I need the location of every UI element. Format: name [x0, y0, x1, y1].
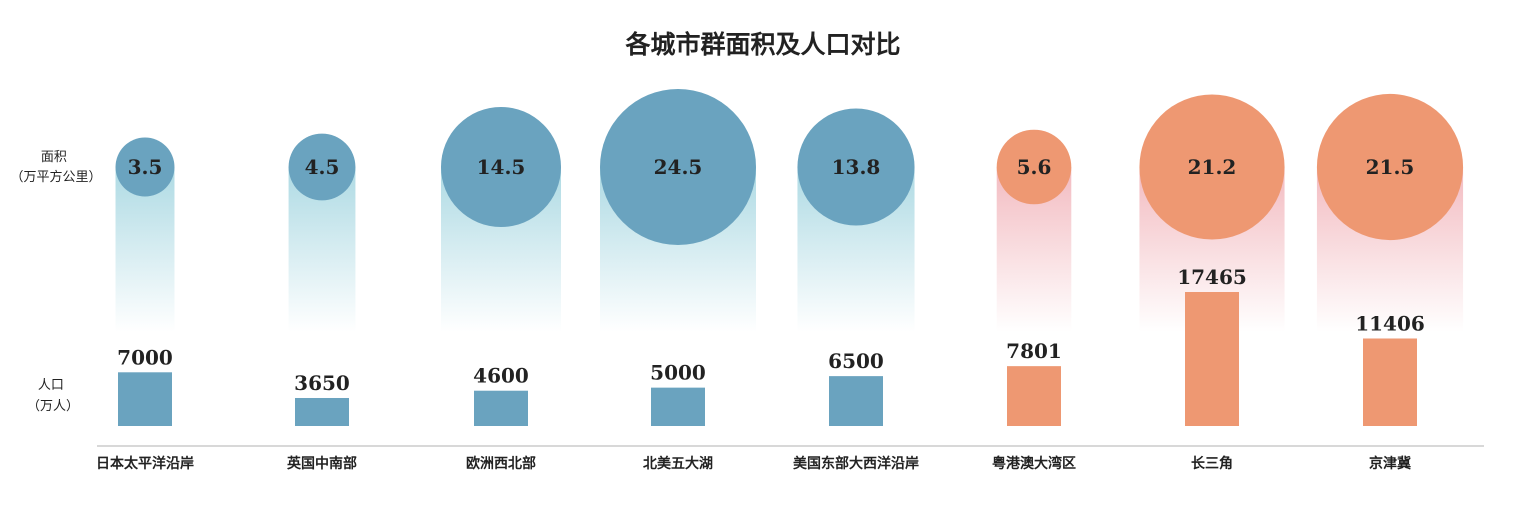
population-value-label: 7801 — [1006, 339, 1062, 363]
area-value-label: 21.5 — [1366, 155, 1415, 179]
population-value-label: 6500 — [828, 349, 884, 373]
area-bubble — [115, 137, 175, 197]
category-label: 京津冀 — [1369, 455, 1411, 472]
area-value-label: 5.6 — [1017, 155, 1052, 179]
category-label: 北美五大湖 — [643, 455, 713, 472]
population-value-label: 5000 — [650, 361, 706, 385]
area-value-label: 21.2 — [1188, 155, 1237, 179]
population-axis-label-line1: 人口 — [38, 378, 64, 393]
population-value-label: 17465 — [1177, 265, 1247, 289]
area-axis-label: 面积 （万平方公里） — [10, 150, 101, 185]
area-axis-label-line2: （万平方公里） — [10, 169, 101, 185]
population-bar — [1185, 292, 1239, 426]
area-value-label: 14.5 — [477, 155, 526, 179]
category-label: 欧洲西北部 — [466, 455, 536, 472]
population-value-label: 4600 — [473, 364, 529, 388]
area-axis-label-line1: 面积 — [41, 150, 67, 165]
area-value-label: 4.5 — [305, 155, 340, 179]
chart-title: 各城市群面积及人口对比 — [624, 30, 900, 59]
population-value-label: 11406 — [1355, 311, 1425, 335]
population-bar — [1007, 366, 1061, 426]
population-bar — [829, 376, 883, 426]
marks-layer: 3.5 7000 日本太平洋沿岸 4.5 3650 英国中南部 14.5 4600 欧洲西北部 2… — [96, 89, 1464, 472]
population-bar — [651, 387, 705, 426]
category-label: 美国东部大西洋沿岸 — [793, 455, 919, 472]
population-bar — [1363, 338, 1417, 426]
area-bubble — [288, 133, 356, 201]
area-value-label: 24.5 — [654, 155, 703, 179]
population-axis-label-line2: （万人） — [27, 399, 79, 414]
area-value-label: 3.5 — [128, 155, 163, 179]
category-label: 英国中南部 — [286, 455, 357, 472]
category-label: 日本太平洋沿岸 — [96, 455, 194, 472]
category-label: 粤港澳大湾区 — [992, 455, 1076, 472]
population-bar — [474, 390, 528, 426]
area-bubble — [797, 108, 915, 226]
area-bubble — [600, 89, 756, 245]
area-bubble — [996, 129, 1072, 205]
population-value-label: 3650 — [294, 371, 350, 395]
area-bubble — [1316, 93, 1464, 241]
category-label: 长三角 — [1191, 455, 1233, 472]
area-bubble — [440, 106, 562, 228]
population-bar — [295, 397, 349, 426]
population-value-label: 7000 — [117, 345, 173, 369]
area-value-label: 13.8 — [832, 155, 881, 179]
area-bubble — [1139, 94, 1285, 240]
population-bar — [118, 372, 172, 426]
population-axis-label: 人口 （万人） — [27, 378, 79, 414]
